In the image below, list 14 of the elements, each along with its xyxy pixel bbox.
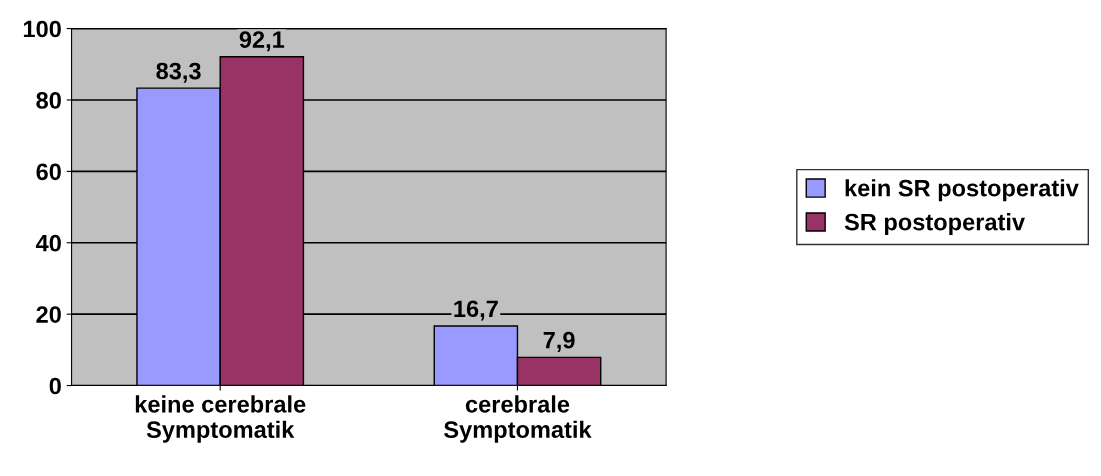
data-label: 7,9: [543, 331, 575, 352]
legend-label: SR postoperativ: [844, 213, 1025, 236]
data-label: 83,3: [156, 62, 201, 83]
x-tick-label: keine cerebrale Symptomatik: [135, 395, 306, 443]
data-label: 16,7: [454, 300, 498, 321]
y-tick-label: 60: [36, 163, 61, 181]
y-tick-label: 40: [35, 234, 61, 252]
y-tick-label: 20: [36, 306, 61, 323]
y-tick-label: 100: [23, 20, 61, 38]
x-tick-label: cerebrale Symptomatik: [444, 395, 592, 443]
data-label: 92,1: [239, 31, 285, 52]
y-tick-label: 80: [36, 92, 61, 109]
y-tick-label: 0: [49, 377, 61, 395]
legend-label: kein SR postoperativ: [845, 179, 1079, 202]
